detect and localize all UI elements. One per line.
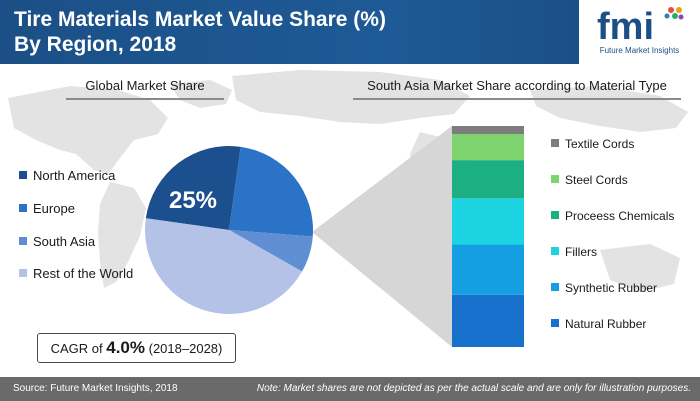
legend-swatch bbox=[19, 204, 27, 212]
stacked-bar-chart bbox=[452, 126, 524, 347]
bar-seg-natural-rubber bbox=[452, 294, 524, 347]
pie-slice-rest-of-world bbox=[145, 218, 303, 314]
bar-chart-title: South Asia Market Share according to Mat… bbox=[367, 78, 667, 93]
bar-seg-textile-cords bbox=[452, 126, 524, 135]
logo-dot bbox=[676, 7, 682, 13]
header-banner: Tire Materials Market Value Share (%) By… bbox=[0, 0, 700, 64]
legend-label: Europe bbox=[33, 201, 75, 216]
legend-swatch bbox=[551, 319, 559, 327]
bar-seg-steel-cords bbox=[452, 134, 524, 161]
legend-item-fillers: Fillers bbox=[551, 245, 597, 259]
fmi-logo: fmi Future Market Insights bbox=[579, 0, 700, 64]
pie-data-label: 25% bbox=[169, 187, 217, 214]
pie-slice-europe bbox=[229, 146, 314, 237]
legend-swatch bbox=[551, 211, 559, 219]
cagr-period: (2018–2028) bbox=[148, 341, 223, 356]
pie-chart bbox=[145, 146, 314, 314]
bar-seg-synthetic-rubber bbox=[452, 244, 524, 295]
fmi-letters: fmi bbox=[597, 6, 654, 47]
legend-swatch bbox=[551, 175, 559, 183]
logo-caption: Future Market Insights bbox=[599, 46, 680, 55]
legend-label: Proceess Chemicals bbox=[565, 209, 675, 223]
fmi-logo-mark: fmi bbox=[597, 6, 684, 47]
source-text: Source: Future Market Insights, 2018 bbox=[13, 383, 178, 394]
legend-swatch bbox=[551, 247, 559, 255]
legend-label: Natural Rubber bbox=[565, 317, 647, 331]
cagr-value: 4.0% bbox=[106, 338, 145, 357]
legend-swatch bbox=[19, 171, 27, 179]
logo-dot bbox=[668, 7, 674, 13]
legend-label: Fillers bbox=[565, 245, 597, 259]
legend-label: Steel Cords bbox=[565, 173, 628, 187]
page-title: Tire Materials Market Value Share (%) By… bbox=[14, 7, 514, 57]
logo-dot bbox=[664, 13, 670, 19]
connector-wedge bbox=[312, 126, 452, 347]
bar-seg-proceess-chemicals bbox=[452, 160, 524, 199]
pie-chart-title: Global Market Share bbox=[85, 78, 204, 93]
legend-label: North America bbox=[33, 168, 116, 183]
legend-item-proceess-chemicals: Proceess Chemicals bbox=[551, 209, 674, 223]
legend-label: Synthetic Rubber bbox=[565, 281, 658, 295]
legend-item-textile-cords: Textile Cords bbox=[551, 137, 634, 151]
cagr-prefix: CAGR of bbox=[50, 341, 107, 356]
pie-slice-north-america bbox=[145, 146, 241, 230]
legend-label: Textile Cords bbox=[565, 137, 635, 151]
title-line-1: Tire Materials Market Value Share (%) bbox=[14, 8, 386, 31]
legend-swatch bbox=[19, 237, 27, 245]
legend-swatch bbox=[551, 283, 559, 291]
bar-seg-fillers bbox=[452, 198, 524, 245]
legend-item-steel-cords: Steel Cords bbox=[551, 173, 628, 187]
legend-swatch bbox=[551, 139, 559, 147]
legend-item-rest-of-world: Rest of the World bbox=[19, 266, 133, 281]
legend-item-natural-rubber: Natural Rubber bbox=[551, 317, 646, 331]
title-line-2: By Region, 2018 bbox=[14, 33, 177, 56]
pie-slice-south-asia bbox=[229, 230, 313, 272]
legend-item-north-america: North America bbox=[19, 168, 115, 183]
legend-item-synthetic-rubber: Synthetic Rubber bbox=[551, 281, 657, 295]
note-text: Note: Market shares are not depicted as … bbox=[256, 383, 691, 394]
legend-swatch bbox=[19, 269, 27, 277]
cagr-box: CAGR of 4.0% (2018–2028) bbox=[37, 333, 236, 363]
footer-bar: Source: Future Market Insights, 2018 Not… bbox=[0, 377, 700, 401]
legend-label: Rest of the World bbox=[33, 266, 134, 281]
legend-label: South Asia bbox=[33, 234, 96, 249]
legend-item-south-asia: South Asia bbox=[19, 234, 95, 249]
logo-dot bbox=[678, 14, 684, 20]
legend-item-europe: Europe bbox=[19, 201, 75, 216]
logo-dot bbox=[672, 13, 678, 19]
